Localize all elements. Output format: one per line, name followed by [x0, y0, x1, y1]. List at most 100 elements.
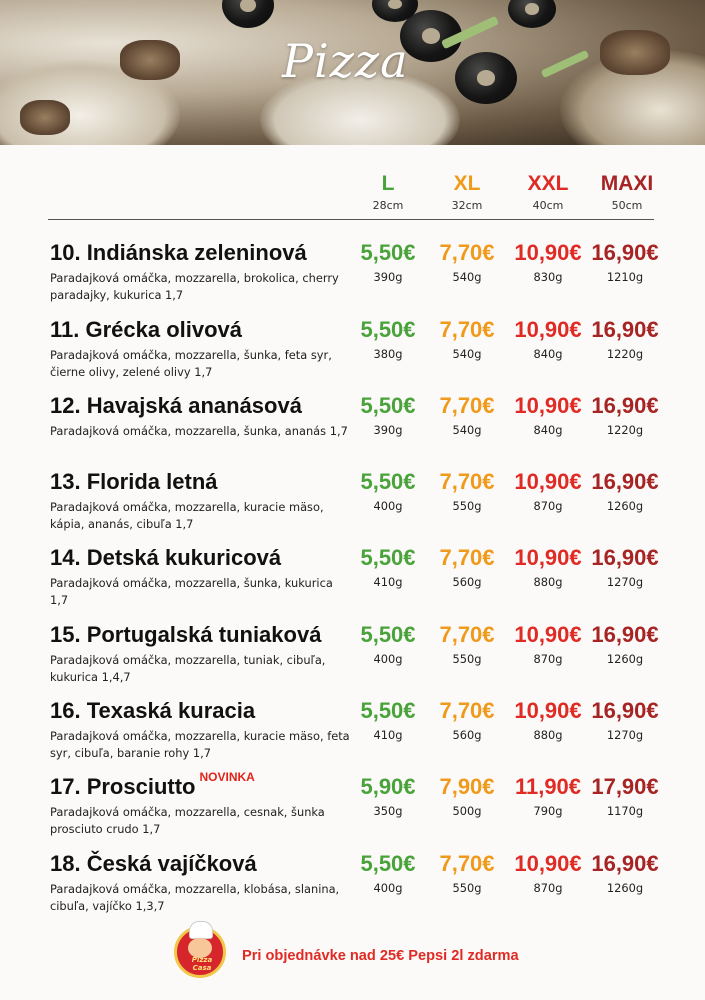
price-l: 5,50€ — [360, 698, 416, 723]
weight-maxi: 1220g — [606, 347, 644, 361]
size-label: XL — [453, 172, 481, 195]
size-header-l: L 28cm — [348, 172, 428, 212]
pizza-name-text: 11. Grécka olivová — [50, 317, 243, 342]
menu-title: Pizza — [282, 34, 409, 88]
price-xxl: 10,90€ — [514, 545, 582, 570]
price-maxi: 16,90€ — [591, 317, 659, 342]
pizza-ingredients: Paradajková omáčka, mozzarella, šunka, a… — [50, 424, 348, 438]
weight-maxi: 1270g — [606, 575, 644, 589]
price-xl: 7,70€ — [439, 698, 495, 723]
price-l: 5,50€ — [360, 851, 416, 876]
pizza-ingredients: Paradajková omáčka, mozzarella, brokolic… — [50, 271, 339, 302]
weight-l: 410g — [373, 575, 403, 589]
olive-topping — [222, 0, 274, 28]
price-xl: 7,70€ — [439, 240, 495, 265]
weight-l: 390g — [373, 423, 403, 437]
weight-xl: 560g — [452, 728, 482, 742]
price-maxi: 16,90€ — [591, 545, 659, 570]
pizza-name-text: 16. Texaská kuracia — [50, 698, 256, 723]
pizza-name: 10. Indiánska zeleninová — [50, 240, 307, 266]
size-header-xxl: XXL 40cm — [508, 172, 588, 212]
price-xxl: 11,90€ — [514, 774, 582, 799]
promo-text: Pri objednávke nad 25€ Pepsi 2l zdarma — [242, 948, 519, 964]
weight-xl: 550g — [452, 881, 482, 895]
mushroom-topping — [20, 100, 70, 135]
price-maxi: 16,90€ — [591, 240, 659, 265]
pizza-name: 18. Česká vajíčková — [50, 851, 257, 877]
weight-maxi: 1260g — [606, 499, 644, 513]
pizza-ingredients: Paradajková omáčka, mozzarella, klobása,… — [50, 882, 340, 913]
size-label: MAXI — [600, 172, 654, 195]
size-header-maxi: MAXI 50cm — [587, 172, 667, 212]
price-maxi: 16,90€ — [591, 622, 659, 647]
pizza-name: 15. Portugalská tuniaková — [50, 622, 321, 648]
size-diameter: 50cm — [611, 199, 643, 212]
pizza-name-text: 17. Prosciutto — [50, 774, 196, 799]
weight-xxl: 880g — [533, 728, 563, 742]
price-l: 5,50€ — [360, 393, 416, 418]
size-label: XXL — [527, 172, 569, 195]
price-maxi: 16,90€ — [591, 851, 659, 876]
pizza-name-text: 14. Detská kukuricová — [50, 545, 282, 570]
pizza-ingredients: Paradajková omáčka, mozzarella, šunka, k… — [50, 576, 333, 607]
weight-l: 350g — [373, 804, 403, 818]
price-xxl: 10,90€ — [514, 393, 582, 418]
price-xl: 7,70€ — [439, 622, 495, 647]
chef-face-icon — [188, 938, 212, 958]
price-xl: 7,70€ — [439, 851, 495, 876]
price-maxi: 16,90€ — [591, 469, 659, 494]
olive-topping — [455, 52, 517, 104]
pizza-ingredients: Paradajková omáčka, mozzarella, kuracie … — [50, 729, 350, 760]
pizza-name: 14. Detská kukuricová — [50, 545, 281, 571]
weight-xxl: 840g — [533, 347, 563, 361]
price-maxi: 16,90€ — [591, 393, 659, 418]
price-l: 5,50€ — [360, 622, 416, 647]
pizza-casa-logo: Pizza Casa — [174, 921, 226, 978]
price-xxl: 10,90€ — [514, 622, 582, 647]
logo-text: Pizza Casa — [191, 956, 213, 972]
price-xxl: 10,90€ — [514, 469, 582, 494]
weight-maxi: 1220g — [606, 423, 644, 437]
pizza-ingredients: Paradajková omáčka, mozzarella, šunka, f… — [50, 348, 332, 379]
pizza-name-text: 13. Florida letná — [50, 469, 218, 494]
weight-xxl: 870g — [533, 881, 563, 895]
size-diameter: 28cm — [372, 199, 404, 212]
mushroom-topping — [120, 40, 180, 80]
pizza-name: 17. Prosciutto NOVINKA — [50, 770, 255, 800]
weight-xxl: 870g — [533, 652, 563, 666]
weight-l: 380g — [373, 347, 403, 361]
price-maxi: 16,90€ — [591, 698, 659, 723]
size-label: L — [381, 172, 395, 195]
price-maxi: 17,90€ — [591, 774, 659, 799]
pizza-ingredients: Paradajková omáčka, mozzarella, tuniak, … — [50, 653, 326, 684]
weight-xl: 550g — [452, 499, 482, 513]
price-xl: 7,70€ — [439, 469, 495, 494]
pizza-ingredients: Paradajková omáčka, mozzarella, kuracie … — [50, 500, 324, 531]
price-l: 5,50€ — [360, 469, 416, 494]
cheese-texture — [260, 70, 460, 145]
price-l: 5,50€ — [360, 317, 416, 342]
pizza-name: 16. Texaská kuracia — [50, 698, 255, 724]
pizza-name-text: 10. Indiánska zeleninová — [50, 240, 307, 265]
weight-l: 400g — [373, 652, 403, 666]
olive-topping — [372, 0, 418, 22]
price-xl: 7,70€ — [439, 317, 495, 342]
price-xl: 7,70€ — [439, 545, 495, 570]
weight-maxi: 1260g — [606, 881, 644, 895]
mushroom-topping — [600, 30, 670, 75]
weight-xxl: 790g — [533, 804, 563, 818]
pizza-name: 11. Grécka olivová — [50, 317, 242, 343]
price-l: 5,50€ — [360, 545, 416, 570]
weight-xxl: 880g — [533, 575, 563, 589]
weight-maxi: 1260g — [606, 652, 644, 666]
weight-xl: 550g — [452, 652, 482, 666]
header-divider — [48, 219, 654, 220]
weight-maxi: 1270g — [606, 728, 644, 742]
header-banner: Pizza — [0, 0, 705, 145]
size-header-xl: XL 32cm — [427, 172, 507, 212]
chef-hat-icon — [189, 921, 213, 939]
weight-maxi: 1210g — [606, 270, 644, 284]
size-diameter: 40cm — [532, 199, 564, 212]
weight-xxl: 870g — [533, 499, 563, 513]
olive-topping — [508, 0, 556, 28]
